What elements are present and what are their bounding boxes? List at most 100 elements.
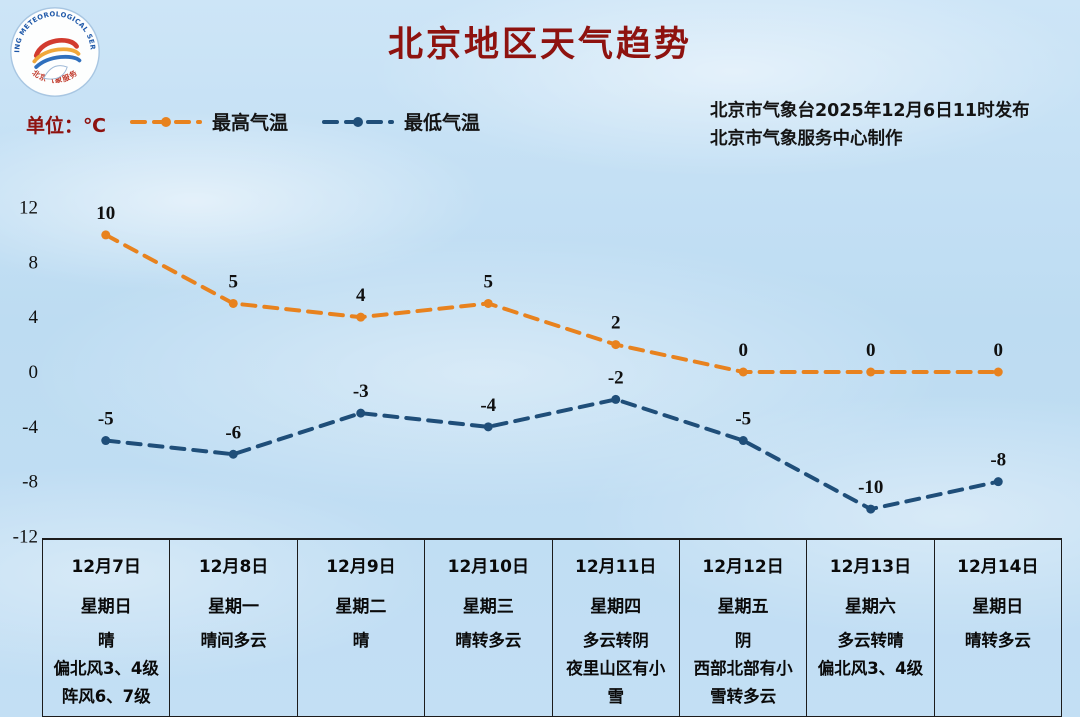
forecast-date: 12月11日 [575, 557, 657, 577]
forecast-weather-line: 晴间多云 [200, 631, 267, 650]
data-point-value-label: 10 [96, 203, 115, 224]
forecast-weather-line: 偏北风3、4级 [53, 659, 159, 678]
data-point-marker [993, 477, 1003, 487]
forecast-column: 12月8日星期一晴间多云 [169, 540, 296, 716]
forecast-date: 12月14日 [957, 557, 1039, 577]
data-point-marker [101, 436, 111, 446]
forecast-column: 12月7日星期日晴偏北风3、4级 阵风6、7级 [42, 540, 169, 716]
data-point-value-label: 4 [356, 285, 366, 306]
forecast-weekday: 星期三 [462, 597, 514, 617]
data-point-value-label: 0 [739, 340, 749, 361]
data-point-marker [738, 436, 748, 446]
forecast-weekday: 星期五 [717, 597, 769, 617]
data-point-value-label: -5 [98, 409, 114, 430]
forecast-weather: 晴转多云 [433, 627, 543, 655]
forecast-weather: 晴 [306, 627, 416, 655]
forecast-weather: 晴偏北风3、4级 阵风6、7级 [51, 627, 161, 711]
forecast-date: 12月8日 [198, 557, 269, 577]
data-point-value-label: -5 [735, 409, 751, 430]
logo-badge-icon: BEIJING METEOROLOGICAL SERVICE 北京气象服务 [5, 0, 100, 97]
data-point-value-label: 5 [229, 271, 239, 292]
high-temp-line [103, 232, 1001, 374]
forecast-column: 12月9日星期二晴 [296, 540, 424, 716]
chart-legend: 最高气温 最低气温 [130, 108, 480, 135]
forecast-weather: 阴西部北部有小雪转多云 [688, 627, 798, 711]
forecast-weather-line: 阵风6、7级 [61, 687, 151, 706]
forecast-column: 12月14日 星期日晴转多云 [933, 540, 1062, 716]
y-axis-tick-label: 8 [29, 252, 39, 273]
forecast-column: 12月12日 星期五阴西部北部有小雪转多云 [678, 540, 806, 716]
data-point-value-label: -4 [480, 395, 496, 416]
data-point-value-label: -2 [608, 367, 624, 388]
data-point-marker [356, 408, 366, 418]
low-temp-line [103, 397, 1001, 512]
forecast-weekday: 星期六 [844, 597, 896, 617]
forecast-weather: 多云转晴偏北风3、4级 [815, 627, 925, 683]
data-point-marker [483, 422, 493, 432]
source-info: 北京市气象台2025年12月6日11时发布 北京市气象服务中心制作 [710, 97, 1030, 153]
data-point-marker [611, 340, 621, 350]
forecast-weather-line: 晴 [352, 631, 370, 650]
y-axis-tick-label: -4 [22, 417, 38, 438]
forecast-column: 12月10日 星期三晴转多云 [424, 540, 551, 716]
forecast-date: 12月10日 [447, 557, 529, 577]
forecast-table: 12月7日 星期日晴偏北风3、4级 阵风6、7级 12月8日 星期一 晴间多云 12月9日星… [42, 538, 1062, 717]
forecast-weekday: 星期日 [972, 597, 1024, 617]
data-point-value-label: -6 [225, 422, 241, 443]
data-point-marker [866, 504, 876, 514]
forecast-date: 12月13日 [829, 557, 912, 577]
forecast-weather-line: 多云转阴 [582, 631, 649, 650]
data-point-value-label: 2 [611, 313, 621, 334]
data-point-value-label: 0 [994, 340, 1004, 361]
data-point-marker [483, 298, 493, 308]
data-point-value-label: 5 [484, 271, 494, 292]
y-axis-tick-label: -12 [13, 527, 38, 548]
forecast-weather: 晴转多云 [943, 627, 1053, 655]
forecast-weather-line: 夜里山区有小雪 [566, 659, 666, 706]
unit-label: 单位：℃ [26, 115, 107, 137]
issued-by-line: 北京市气象台2025年12月6日11时发布 [710, 101, 1030, 121]
forecast-weather-line: 偏北风3、4级 [817, 659, 924, 678]
high-temp-legend-label: 最高气温 [212, 112, 289, 134]
forecast-weather-line: 多云转晴 [837, 631, 904, 650]
forecast-weather-line: 晴 [97, 631, 115, 650]
page-title: 北京地区天气趋势 [387, 25, 692, 65]
forecast-column: 12月13日 星期六多云转晴偏北风3、4级 [806, 540, 933, 716]
data-point-value-label: 0 [866, 340, 876, 361]
y-axis-tick-label: 4 [29, 307, 39, 328]
forecast-weekday: 星期二 [335, 597, 387, 617]
y-axis-tick-label: 12 [19, 198, 38, 219]
y-axis-tick-label: -8 [22, 472, 38, 493]
forecast-column: 12月11日 星期四多云转阴夜里山区有小雪 [551, 540, 679, 716]
forecast-weekday: 星期四 [590, 597, 642, 617]
data-point-marker [228, 449, 238, 459]
forecast-weekday: 星期日 [80, 597, 132, 617]
low-temp-legend-label: 最低气温 [404, 112, 481, 134]
produced-by-line: 北京市气象服务中心制作 [710, 129, 903, 149]
data-point-value-label: -10 [858, 477, 883, 498]
data-point-marker [101, 230, 111, 240]
forecast-weather: 多云转阴夜里山区有小雪 [561, 627, 671, 711]
beijing-meteorological-service-logo: BEIJING METEOROLOGICAL SERVICE 北京气象服务 [5, 0, 102, 99]
forecast-weather-line: 晴转多云 [964, 631, 1031, 650]
data-point-marker [993, 367, 1003, 377]
high-temp-legend-swatch-icon [130, 116, 202, 127]
y-axis-tick-label: 0 [29, 362, 39, 383]
data-point-value-label: -8 [990, 450, 1006, 471]
forecast-date: 12月12日 [702, 557, 784, 577]
forecast-date: 12月7日 [71, 557, 141, 577]
forecast-weather: 晴间多云 [178, 627, 288, 655]
data-point-marker [356, 312, 366, 322]
forecast-weather-line: 晴转多云 [455, 631, 522, 650]
data-point-marker [738, 367, 748, 377]
forecast-weekday: 星期一 [208, 597, 260, 617]
forecast-weather-line: 西部北部有小雪转多云 [693, 659, 793, 706]
forecast-date: 12月9日 [326, 557, 396, 577]
forecast-weather-line: 阴 [734, 631, 752, 650]
data-point-value-label: -3 [353, 381, 369, 402]
low-temp-legend-swatch-icon [322, 116, 395, 127]
data-point-marker [866, 367, 876, 377]
data-point-marker [611, 394, 621, 404]
